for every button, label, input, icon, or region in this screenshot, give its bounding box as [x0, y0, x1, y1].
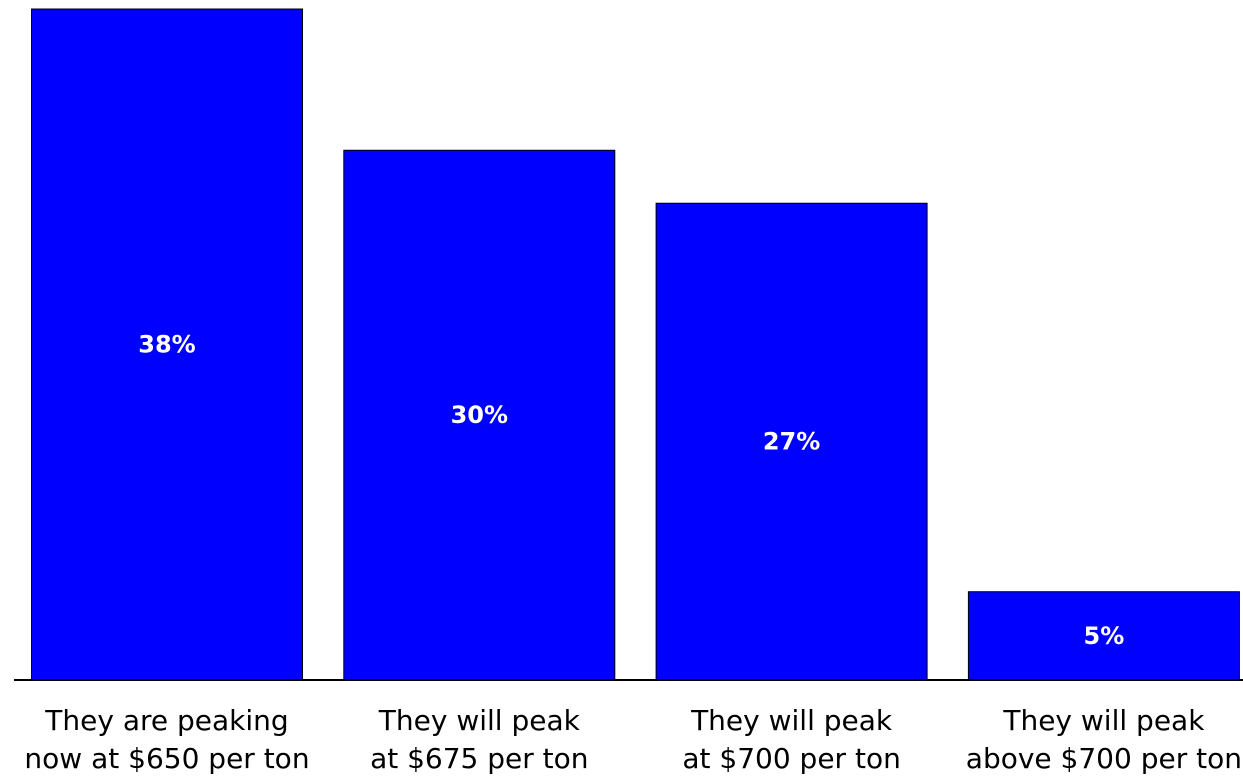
category-label: now at $650 per ton — [24, 742, 309, 775]
category-label: They will peak — [1002, 704, 1205, 737]
bar-4 — [967, 591, 1240, 681]
bar-2 — [343, 149, 616, 681]
bar-value-label: 5% — [1084, 622, 1125, 650]
bars-group: 38% 30% 27% 5% — [31, 8, 1240, 681]
category-labels-group: They are peaking now at $650 per ton They … — [24, 704, 1242, 775]
category-label: at $700 per ton — [682, 742, 900, 775]
bar-value-label: 30% — [451, 401, 508, 429]
bar-1 — [31, 8, 303, 681]
bar-value-label: 38% — [138, 331, 195, 359]
bar-value-label: 27% — [763, 428, 820, 456]
category-label: at $675 per ton — [370, 742, 588, 775]
category-label: They are peaking — [44, 704, 288, 737]
category-label: They will peak — [690, 704, 893, 737]
category-label: above $700 per ton — [966, 742, 1242, 775]
category-label: They will peak — [378, 704, 581, 737]
bar-3 — [655, 202, 928, 681]
